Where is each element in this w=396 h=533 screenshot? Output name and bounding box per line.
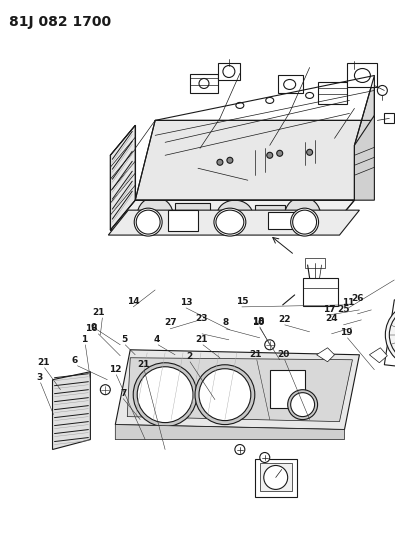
- Bar: [260, 464, 292, 491]
- Text: 21: 21: [196, 335, 208, 344]
- Ellipse shape: [137, 367, 193, 423]
- Text: 13: 13: [180, 298, 192, 308]
- Ellipse shape: [291, 208, 318, 236]
- Polygon shape: [115, 350, 360, 430]
- Polygon shape: [316, 348, 335, 362]
- Text: 11: 11: [342, 298, 355, 308]
- Bar: [385, 114, 394, 123]
- Ellipse shape: [285, 197, 321, 233]
- Text: 21: 21: [137, 360, 149, 369]
- Ellipse shape: [264, 465, 287, 489]
- Polygon shape: [385, 295, 396, 370]
- Text: 4: 4: [154, 335, 160, 344]
- Bar: [305, 258, 325, 268]
- Text: 19: 19: [340, 328, 353, 337]
- Ellipse shape: [134, 208, 162, 236]
- Ellipse shape: [260, 453, 270, 463]
- Polygon shape: [354, 76, 374, 200]
- Text: 8: 8: [223, 318, 229, 327]
- Bar: [303, 278, 337, 306]
- Ellipse shape: [137, 197, 173, 233]
- Text: 14: 14: [127, 297, 139, 306]
- Polygon shape: [127, 358, 352, 422]
- Ellipse shape: [287, 390, 318, 419]
- Text: 23: 23: [196, 314, 208, 324]
- Polygon shape: [135, 120, 374, 200]
- Bar: [318, 83, 347, 104]
- Polygon shape: [109, 210, 360, 235]
- Text: 6: 6: [71, 356, 78, 365]
- Polygon shape: [354, 116, 374, 200]
- Polygon shape: [53, 372, 90, 449]
- Ellipse shape: [377, 85, 387, 95]
- Bar: [270, 370, 305, 408]
- Bar: [218, 62, 240, 80]
- Text: 9: 9: [91, 324, 97, 333]
- Polygon shape: [115, 425, 345, 440]
- Ellipse shape: [267, 152, 273, 158]
- Text: 21: 21: [249, 350, 262, 359]
- Ellipse shape: [227, 157, 233, 163]
- Text: 2: 2: [186, 352, 192, 361]
- Bar: [168, 210, 198, 231]
- Polygon shape: [369, 348, 387, 363]
- Text: 5: 5: [121, 335, 128, 344]
- Text: 1: 1: [81, 335, 88, 344]
- Ellipse shape: [217, 200, 253, 230]
- Ellipse shape: [195, 365, 255, 425]
- Text: 16: 16: [85, 325, 97, 333]
- Ellipse shape: [133, 363, 197, 426]
- Text: 15: 15: [236, 297, 248, 306]
- Text: 10: 10: [251, 318, 264, 327]
- Bar: [190, 74, 218, 93]
- Ellipse shape: [291, 393, 314, 417]
- Bar: [347, 62, 377, 87]
- Text: 17: 17: [323, 305, 336, 314]
- Bar: [255, 205, 285, 223]
- Text: 22: 22: [278, 316, 291, 325]
- Bar: [255, 459, 297, 497]
- Text: 25: 25: [337, 305, 350, 314]
- Polygon shape: [110, 125, 135, 230]
- Polygon shape: [110, 200, 354, 230]
- Ellipse shape: [385, 303, 396, 367]
- Ellipse shape: [235, 445, 245, 455]
- Text: 12: 12: [109, 365, 122, 374]
- Text: 81J 082 1700: 81J 082 1700: [9, 15, 111, 29]
- Text: 21: 21: [37, 358, 50, 367]
- Bar: [175, 203, 210, 225]
- Ellipse shape: [199, 369, 251, 421]
- Bar: [278, 76, 303, 93]
- Ellipse shape: [265, 340, 275, 350]
- Ellipse shape: [100, 385, 110, 394]
- Text: 27: 27: [164, 318, 176, 327]
- Ellipse shape: [307, 149, 312, 155]
- Text: 24: 24: [325, 314, 338, 324]
- Text: 21: 21: [92, 309, 105, 317]
- Ellipse shape: [277, 150, 283, 156]
- Text: 7: 7: [120, 389, 126, 398]
- Text: 26: 26: [351, 294, 364, 303]
- Ellipse shape: [214, 208, 246, 236]
- Text: 3: 3: [36, 373, 43, 382]
- Text: 18: 18: [251, 317, 264, 326]
- Ellipse shape: [217, 159, 223, 165]
- Text: 20: 20: [278, 350, 290, 359]
- Bar: [268, 212, 296, 229]
